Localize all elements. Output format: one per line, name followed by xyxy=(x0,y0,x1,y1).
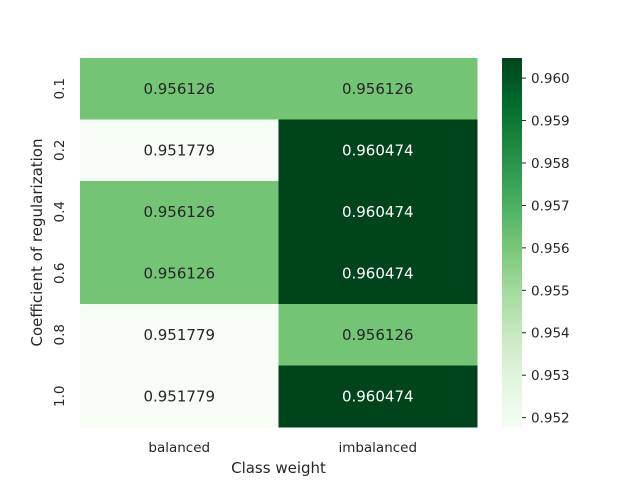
y-tick-label: 0.2 xyxy=(52,140,68,161)
heatmap-cell xyxy=(80,365,279,428)
cell-value-label: 0.951779 xyxy=(143,387,215,405)
heatmap-cell-labels: 0.956126 0.956126 0.951779 0.960474 0.956126… xyxy=(143,80,413,406)
y-axis-label: Coefficient of regularization xyxy=(28,139,46,347)
colorbar-tick-label: 0.954 xyxy=(531,326,570,342)
cell-value-label: 0.960474 xyxy=(342,264,414,282)
cell-value-label: 0.956126 xyxy=(143,80,215,98)
y-tick-label: 1.0 xyxy=(52,386,68,407)
colorbar-tick-label: 0.957 xyxy=(531,198,570,214)
y-tick-label: 0.1 xyxy=(52,78,68,99)
cell-value-label: 0.960474 xyxy=(342,141,414,159)
y-tick-label: 0.4 xyxy=(52,201,68,222)
colorbar-ticks: 0.952 0.953 0.954 0.955 0.956 0.957 0.958 0.959… xyxy=(522,71,570,427)
cell-value-label: 0.960474 xyxy=(342,203,414,221)
colorbar-tick-label: 0.952 xyxy=(531,411,570,427)
colorbar-tick-label: 0.956 xyxy=(531,241,570,257)
x-axis-label: Class weight xyxy=(231,459,326,477)
x-tick-label: imbalanced xyxy=(338,440,417,456)
heatmap-cell xyxy=(80,304,279,366)
cell-value-label: 0.956126 xyxy=(143,203,215,221)
colorbar-tick-label: 0.953 xyxy=(531,368,570,384)
cell-value-label: 0.951779 xyxy=(143,141,215,159)
heatmap-cell xyxy=(80,181,279,243)
x-axis-tick-labels: balanced imbalanced xyxy=(148,440,417,456)
y-tick-label: 0.8 xyxy=(52,324,68,345)
heatmap-cell xyxy=(278,119,478,182)
y-axis-tick-labels: 0.1 0.2 0.4 0.6 0.8 1.0 xyxy=(52,78,68,407)
heatmap-cell xyxy=(278,181,478,243)
heatmap-cell xyxy=(80,119,279,182)
heatmap-cell xyxy=(80,58,279,120)
cell-value-label: 0.951779 xyxy=(143,326,215,344)
heatmap-cells xyxy=(80,58,478,428)
colorbar-tick-label: 0.960 xyxy=(531,71,570,87)
heatmap-cell xyxy=(278,365,478,428)
cell-value-label: 0.956126 xyxy=(143,264,215,282)
heatmap-cell xyxy=(278,58,478,120)
cell-value-label: 0.960474 xyxy=(342,387,414,405)
colorbar-tick-label: 0.959 xyxy=(531,114,570,130)
heatmap-cell xyxy=(80,242,279,305)
x-tick-label: balanced xyxy=(148,440,210,456)
colorbar-tick-label: 0.958 xyxy=(531,156,570,172)
heatmap-cell xyxy=(278,304,478,366)
cell-value-label: 0.956126 xyxy=(342,80,414,98)
heatmap-cell xyxy=(278,242,478,305)
cell-value-label: 0.956126 xyxy=(342,326,414,344)
y-tick-label: 0.6 xyxy=(52,263,68,284)
colorbar xyxy=(502,58,522,427)
colorbar-tick-label: 0.955 xyxy=(531,283,570,299)
